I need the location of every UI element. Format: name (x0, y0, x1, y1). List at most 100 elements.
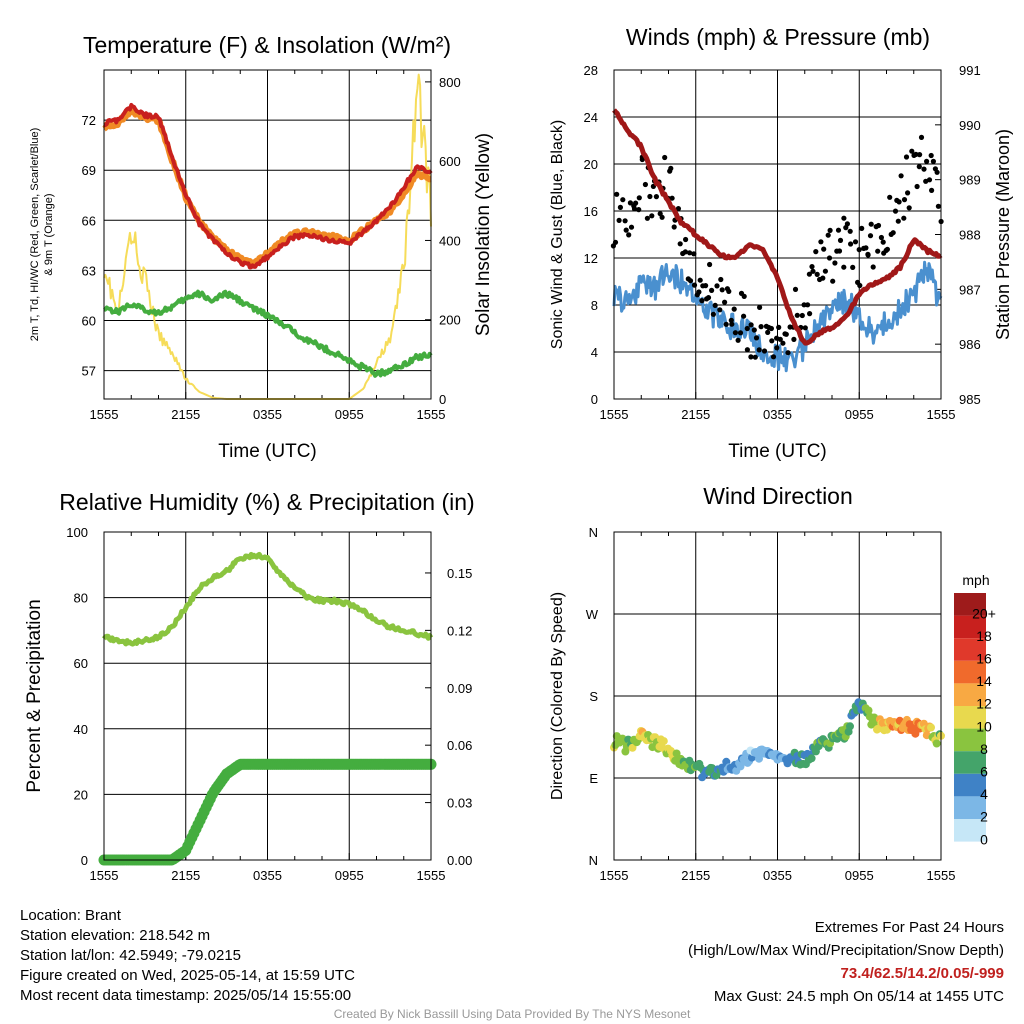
winds-gust-point (924, 158, 930, 164)
winds-gust-point (895, 218, 901, 224)
winds-gust-point (807, 311, 813, 317)
humidity-x-tick-label: 0355 (253, 868, 282, 883)
winds-gust-point (918, 134, 925, 140)
winds-gust-point (791, 336, 797, 342)
winds-gust-point (752, 354, 758, 360)
winds-gust-point (875, 222, 882, 229)
winds-gust-point (744, 347, 751, 353)
winds-gust-point (802, 325, 808, 331)
winds-gust-point (783, 331, 789, 337)
winds-y-tick-label: 28 (584, 63, 598, 78)
winds-gust-point (825, 232, 831, 238)
legend-swatch (954, 660, 986, 684)
humidity-y-tick-label: 60 (74, 656, 88, 671)
winds-gust-point (620, 197, 626, 203)
winds-gust-point (723, 321, 729, 327)
station-info: Location: Brant Station elevation: 218.5… (20, 906, 355, 1006)
winds-gust-point (671, 224, 677, 230)
winds-plot-frame (613, 69, 942, 400)
temperature-y-tick-label: 66 (82, 213, 96, 228)
temperature-y-tick-label: 60 (82, 314, 96, 329)
direction-point (927, 723, 935, 732)
legend-label: 16 (976, 651, 992, 667)
winds-gust-point (757, 304, 763, 310)
winds-y-tick-label: 12 (584, 251, 598, 266)
legend-label: 18 (976, 628, 992, 644)
winds-gust-point (841, 264, 847, 270)
winds-gust-point (737, 330, 744, 336)
legend-swatch (954, 683, 986, 706)
temperature-y-tick-label: 72 (82, 113, 96, 128)
winds-gust-point (677, 241, 683, 247)
winds-gust-point (707, 261, 713, 268)
winds-y-tick-label: 4 (591, 345, 598, 360)
winds-gust-point (659, 214, 665, 220)
winds-gust-point (926, 177, 933, 183)
direction-ylabel: Direction (Colored By Speed) (549, 592, 566, 800)
direction-point (932, 739, 941, 748)
winds-gust-point (753, 335, 760, 341)
winds-gust-point (770, 354, 777, 360)
humidity-y2-tick-label: 0.09 (447, 681, 472, 696)
extremes-info: Extremes For Past 24 Hours (High/Low/Max… (688, 916, 1004, 1008)
winds-xlabel: Time (UTC) (728, 441, 827, 462)
winds-gust-point (867, 233, 874, 239)
winds-gust-point (848, 241, 854, 247)
winds-gust-point (735, 337, 741, 343)
winds-gust-point (799, 312, 805, 319)
winds-gust-point (644, 215, 651, 221)
winds-gust-point (870, 264, 876, 270)
winds-gust-point (719, 287, 725, 293)
winds-gust-point (905, 190, 911, 196)
winds-gust-point (774, 345, 780, 351)
winds-gust-point (865, 252, 871, 258)
legend-label: 8 (980, 741, 988, 757)
direction-y-tick-label: N (589, 853, 598, 868)
winds-gust-point (691, 251, 697, 257)
winds-gust-point (805, 302, 811, 308)
winds-gust-point (714, 283, 720, 289)
recent-timestamp: Most recent data timestamp: 2025/05/14 1… (20, 987, 352, 1004)
winds-gust-point (668, 165, 674, 171)
winds-gust-point (844, 221, 851, 227)
humidity-y2-tick-label: 0.00 (447, 853, 472, 868)
winds-gust-point (780, 340, 786, 346)
station-location: Location: Brant (20, 907, 121, 924)
winds-y2-tick-label: 987 (959, 282, 981, 297)
winds-gust-point (649, 213, 655, 219)
direction-y-tick-label: N (589, 525, 598, 540)
winds-gust-point (832, 260, 838, 266)
winds-title: Winds (mph) & Pressure (mb) (626, 24, 930, 50)
direction-points (610, 698, 945, 782)
winds-gust-point (748, 354, 754, 360)
humidity-y-tick-label: 80 (74, 591, 88, 606)
winds-gust-point (934, 169, 940, 175)
winds-x-tick-label: 0955 (845, 407, 874, 422)
legend-swatch (954, 796, 986, 819)
winds-gust-point (806, 271, 813, 277)
winds-gust-point (837, 237, 844, 243)
direction-x-tick-label: 0955 (845, 868, 874, 883)
direction-title: Wind Direction (703, 483, 853, 509)
winds-gust-point (863, 245, 869, 251)
winds-gust-point (627, 200, 634, 206)
winds-gust-point (928, 152, 934, 159)
winds-gust-point (859, 225, 865, 231)
temperature-xlabel: Time (UTC) (218, 441, 317, 462)
temperature-ylabel: 2m T, Td, HI/WC (Red, Green, Scarlet/Blu… (29, 128, 41, 342)
winds-gust-point (731, 306, 737, 312)
winds-gust-point (709, 287, 715, 293)
direction-y-tick-label: E (589, 771, 598, 786)
winds-gust-point (820, 275, 826, 281)
winds-y2-tick-label: 989 (959, 173, 981, 188)
winds-gust-point (913, 151, 919, 157)
winds-gust-point (687, 278, 694, 284)
winds-gust-point (712, 302, 718, 308)
humidity-x-tick-label: 0955 (335, 868, 364, 883)
station-elevation: Station elevation: 218.542 m (20, 927, 211, 944)
winds-gust-point (687, 250, 693, 256)
humidity-y-tick-label: 20 (74, 787, 88, 802)
temperature-series-2m-td (103, 289, 433, 378)
temperature-y2label: Solar Insolation (Yellow) (473, 133, 494, 336)
winds-gust-point (809, 264, 815, 270)
